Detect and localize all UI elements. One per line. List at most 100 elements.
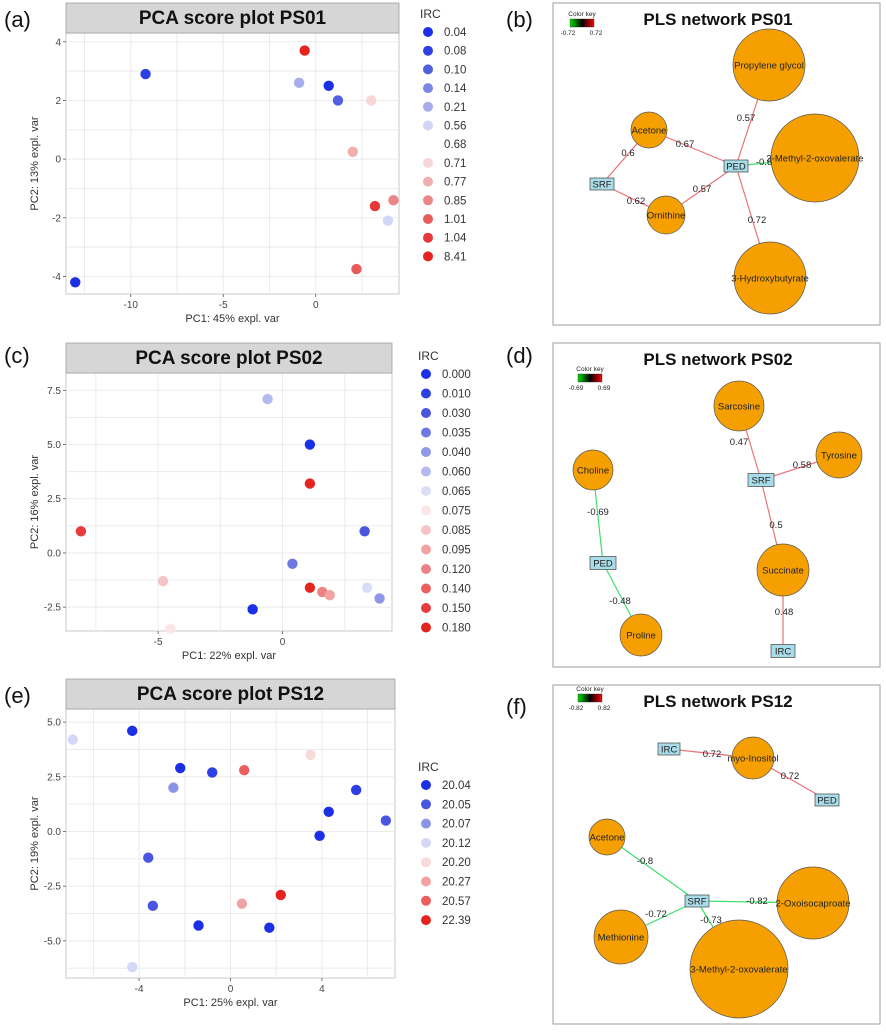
- network-node-label: SRF: [593, 180, 612, 191]
- y-axis-label: PC2: 19% expl. var: [29, 796, 41, 890]
- network-node-box: [684, 894, 710, 908]
- data-point: [323, 806, 334, 817]
- data-point: [127, 961, 138, 973]
- legend-label: 0.71: [444, 158, 466, 170]
- legend-swatch: [421, 369, 431, 379]
- y-tick-label: -5.0: [44, 936, 62, 947]
- edge-weight-label: -0.8: [637, 856, 653, 867]
- legend-swatch: [423, 83, 433, 94]
- y-tick-label: -4: [52, 272, 61, 283]
- pls-network-ps02: PLS network PS02 Color key -0.69 0.69 0.47 0.…: [552, 342, 881, 668]
- legend-label: 0.180: [442, 623, 471, 635]
- legend-label: 20.57: [442, 896, 471, 908]
- edge-weight-label: -0.48: [609, 596, 631, 607]
- network-node-label: IRC: [661, 745, 678, 756]
- legend-label: 0.065: [442, 486, 471, 498]
- color-key-max: 0.69: [598, 385, 611, 392]
- color-key-label: Color key: [576, 366, 604, 373]
- legend-label: 0.030: [442, 408, 471, 420]
- x-tick-label: -5: [219, 300, 228, 311]
- pls-network-ps01: PLS network PS01 Color key -0.72 0.72 0.57 0.…: [552, 2, 881, 326]
- legend-swatch: [423, 120, 433, 131]
- data-point: [157, 575, 169, 587]
- network-title: PLS network PS02: [643, 350, 792, 369]
- data-point: [275, 889, 286, 901]
- network-title: PLS network PS12: [643, 692, 792, 711]
- pca-plot-ps02: PCA score plot PS02 -5 0 -2.5 0.0 2.5 5.0 7.5 PC…: [29, 342, 471, 662]
- x-axis-label: PC1: 22% expl. var: [182, 650, 276, 662]
- data-point: [70, 277, 81, 288]
- network-node-circle: [731, 736, 775, 780]
- edge-weight-label: -0.73: [700, 915, 722, 926]
- data-point: [236, 898, 248, 909]
- data-point: [347, 146, 358, 157]
- y-tick-label: 5.0: [47, 718, 61, 729]
- data-point: [314, 830, 325, 842]
- data-point: [351, 263, 362, 275]
- edge-weight-label: 0.72: [748, 215, 767, 226]
- edge-weight-label: 0.72: [703, 749, 722, 760]
- data-point: [305, 749, 316, 761]
- network-node-box: [589, 177, 615, 191]
- data-point: [147, 900, 159, 912]
- legend-label: 0.10: [444, 64, 466, 76]
- data-point: [299, 45, 310, 56]
- chart-title: PCA score plot PS01: [139, 8, 327, 29]
- data-point: [207, 767, 218, 778]
- legend-swatch: [423, 27, 433, 37]
- data-point: [304, 582, 316, 593]
- panel-label-c: (c): [4, 343, 30, 368]
- color-key-max: 0.72: [590, 30, 603, 37]
- y-tick-label: 5.0: [47, 440, 61, 451]
- x-tick-label: 0: [228, 984, 234, 995]
- data-point: [127, 725, 138, 737]
- network-node-circle: [713, 380, 765, 432]
- data-point: [350, 784, 362, 796]
- data-point: [262, 393, 273, 405]
- network-node-box: [814, 793, 840, 807]
- data-point: [388, 194, 399, 206]
- data-point: [293, 77, 305, 89]
- legend-label: 0.04: [444, 27, 467, 39]
- legend-label: 0.120: [442, 564, 471, 576]
- legend-swatch: [421, 895, 431, 906]
- legend-title: IRC: [418, 760, 439, 774]
- legend-swatch: [421, 388, 431, 399]
- legend-swatch: [423, 214, 433, 224]
- legend-label: 20.27: [442, 877, 471, 889]
- data-point: [361, 582, 373, 593]
- legend-swatch: [423, 176, 433, 187]
- edge-weight-label: 0.5: [769, 520, 782, 531]
- legend-swatch: [421, 780, 431, 790]
- network-node-label: SRF: [752, 476, 771, 487]
- network-node-circle: [572, 449, 614, 491]
- x-tick-label: 0: [313, 300, 319, 311]
- legend-swatch: [421, 837, 431, 848]
- network-node-circle: [619, 613, 663, 657]
- title-strip: [65, 342, 393, 374]
- legend-swatch: [421, 505, 431, 516]
- legend-label: 0.075: [442, 506, 471, 518]
- legend-swatch: [423, 101, 433, 112]
- legend-label: 0.56: [444, 121, 466, 133]
- network-node-label: myo-Inositol: [727, 754, 778, 765]
- y-tick-label: 4: [55, 37, 61, 48]
- legend-swatch: [421, 915, 431, 926]
- data-point: [165, 623, 176, 635]
- data-point: [239, 765, 250, 776]
- legend-label: 0.08: [444, 46, 466, 58]
- data-point: [382, 215, 394, 226]
- y-tick-label: -2.5: [44, 882, 62, 893]
- network-node-box: [770, 644, 796, 658]
- pls-network-ps12: PLS network PS12 Color key -0.82 0.82 0.72 0.…: [552, 684, 881, 1025]
- legend-swatch: [421, 799, 431, 810]
- y-tick-label: 0.0: [47, 827, 61, 838]
- x-tick-label: -5: [154, 637, 163, 648]
- data-point: [175, 762, 186, 774]
- edge-weight-label: -0.82: [746, 896, 768, 907]
- network-node-circle: [815, 431, 863, 479]
- panel-label-a: (a): [4, 7, 31, 32]
- legend-label: 20.07: [442, 819, 471, 831]
- legend-swatch: [421, 857, 431, 868]
